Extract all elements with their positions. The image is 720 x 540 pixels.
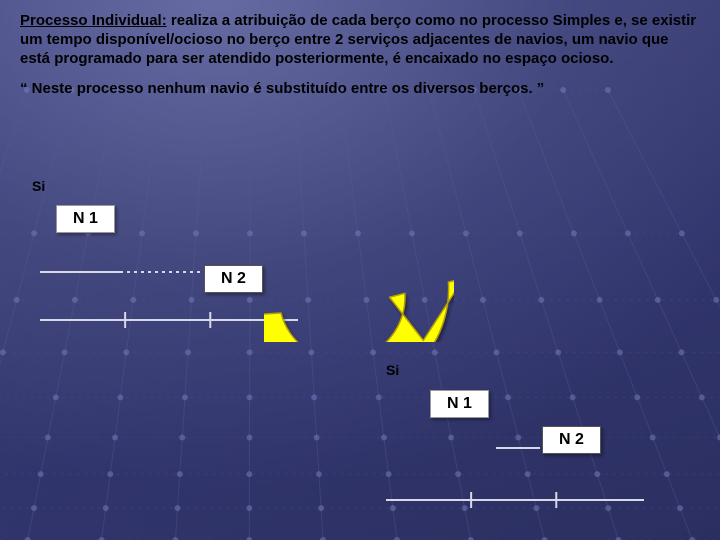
curved-arrow-icon — [264, 192, 454, 342]
top-si-label: Si — [32, 178, 45, 194]
paragraph-2: “ Neste processo nenhum navio é substitu… — [20, 80, 700, 99]
curved-arrow — [264, 192, 454, 347]
text-block: Processo Individual: realiza a atribuiçã… — [20, 12, 700, 99]
bottom-n1-box: N 1 — [430, 390, 489, 418]
bottom-si-label: Si — [386, 362, 399, 378]
bottom-timeline — [378, 436, 652, 512]
bottom-n2-box: N 2 — [542, 426, 601, 454]
paragraph-1: Processo Individual: realiza a atribuiçã… — [20, 12, 700, 68]
slide-root: Processo Individual: realiza a atribuiçã… — [0, 0, 720, 540]
top-n1-box: N 1 — [56, 205, 115, 233]
paragraph-1-lead: Processo Individual: — [20, 12, 167, 29]
top-n2-box: N 2 — [204, 265, 263, 293]
